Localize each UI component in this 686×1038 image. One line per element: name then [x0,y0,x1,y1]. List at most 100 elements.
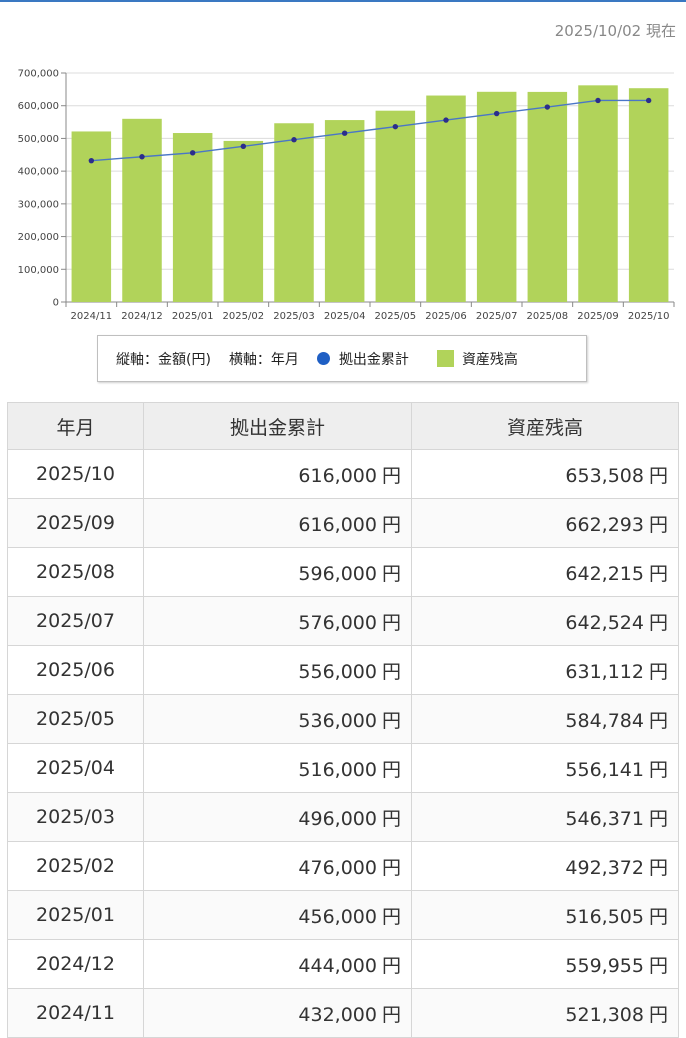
header-month: 年月 [7,402,144,450]
table-row: 2025/01 456,000 円 516,505 円 [7,890,679,940]
y-tick-label: 0 [53,298,59,309]
cell-value: 616,000 [298,464,377,487]
unit-label: 円 [648,954,668,977]
unit-label: 円 [381,660,401,683]
bar [71,131,112,302]
y-tick-label: 200,000 [18,232,59,243]
unit-label: 円 [381,709,401,732]
bar [375,110,416,302]
x-tick-label: 2025/10 [628,311,670,322]
x-tick-label: 2025/03 [273,311,315,322]
table-body: 2025/10 616,000 円 653,508 円 2025/09 616,000 円 66… [7,449,679,1038]
unit-label: 円 [381,758,401,781]
cell-month: 2025/03 [7,792,144,842]
x-tick-label: 2024/11 [71,311,113,322]
x-tick-label: 2025/02 [223,311,265,322]
line-point [189,150,196,156]
cell-balance: 631,112 円 [411,645,679,695]
unit-label: 円 [381,513,401,536]
table-row: 2025/10 616,000 円 653,508 円 [7,449,679,499]
line-point [595,97,601,104]
cell-contribution: 444,000 円 [143,939,412,989]
unit-label: 円 [648,807,668,830]
unit-label: 円 [648,464,668,487]
unit-label: 円 [381,1003,401,1026]
cell-contribution: 576,000 円 [143,596,412,646]
line-point [493,110,500,117]
table-row: 2025/06 556,000 円 631,112 円 [7,645,679,695]
unit-label: 円 [381,905,401,928]
unit-label: 円 [381,562,401,585]
y-tick-label: 700,000 [18,69,59,80]
cell-balance: 521,308 円 [411,988,679,1038]
cell-balance: 584,784 円 [411,694,679,744]
cell-contribution: 516,000 円 [143,743,412,793]
cell-value: 516,505 [565,905,644,928]
unit-label: 円 [648,562,668,585]
unit-label: 円 [381,856,401,879]
cell-contribution: 456,000 円 [143,890,412,940]
cell-value: 642,524 [565,611,644,634]
cell-value: 496,000 [298,807,377,830]
cell-value: 559,955 [565,954,644,977]
y-tick-label: 600,000 [18,101,59,112]
unit-label: 円 [648,856,668,879]
line-series [91,99,649,162]
line-point [139,154,145,160]
cell-balance: 642,524 円 [411,596,679,646]
line-point [88,157,95,164]
table-row: 2025/08 596,000 円 642,215 円 [7,547,679,597]
cell-value: 596,000 [298,562,377,585]
cell-value: 444,000 [298,954,377,977]
cell-balance: 642,215 円 [411,547,679,597]
y-tick-label: 400,000 [18,167,59,178]
line-point [240,143,247,149]
cell-value: 556,141 [565,758,644,781]
unit-label: 円 [648,1003,668,1026]
top-accent-line [0,0,686,2]
cell-value: 653,508 [565,464,644,487]
legend-vertical-axis-note: 縦軸：金額(円) [116,351,211,368]
cell-balance: 653,508 円 [411,449,679,499]
cell-balance: 546,371 円 [411,792,679,842]
cell-contribution: 536,000 円 [143,694,412,744]
y-tick-label: 300,000 [18,199,59,210]
bar [324,120,365,302]
line-point [291,137,297,143]
legend-line-label: 拠出金累計 [338,351,409,368]
cell-contribution: 616,000 円 [143,449,412,499]
cell-value: 576,000 [298,611,377,634]
x-tick-label: 2025/05 [375,311,417,322]
line-point [544,104,551,110]
line-point [341,130,348,136]
table-row: 2024/12 444,000 円 559,955 円 [7,939,679,989]
cell-month: 2024/12 [7,939,144,989]
x-tick-label: 2025/04 [324,311,366,322]
unit-label: 円 [648,660,668,683]
line-marker-icon [316,352,330,365]
cell-value: 584,784 [565,709,644,732]
bar [527,91,568,302]
bar [122,118,162,302]
cell-month: 2025/10 [7,449,144,499]
cell-month: 2025/05 [7,694,144,744]
asset-chart: 0 100,000 200,000 300,000 400,000 500,000 600,… [18,69,675,322]
bar [274,123,314,302]
cell-month: 2025/04 [7,743,144,793]
unit-label: 円 [381,807,401,830]
line-point [645,97,652,104]
cell-contribution: 556,000 円 [143,645,412,695]
table-row: 2025/03 496,000 円 546,371 円 [7,792,679,842]
table-row: 2025/07 576,000 円 642,524 円 [7,596,679,646]
table-header-row: 年月 拠出金累計 資産残高 [7,402,679,450]
line-point [392,123,399,130]
bar-marker-icon [436,350,454,367]
unit-label: 円 [648,905,668,928]
cell-balance: 492,372 円 [411,841,679,891]
y-tick-label: 500,000 [18,134,59,145]
bar [578,85,618,302]
cell-value: 642,215 [565,562,644,585]
cell-balance: 556,141 円 [411,743,679,793]
x-tick-label: 2025/08 [527,311,569,322]
cell-month: 2025/06 [7,645,144,695]
